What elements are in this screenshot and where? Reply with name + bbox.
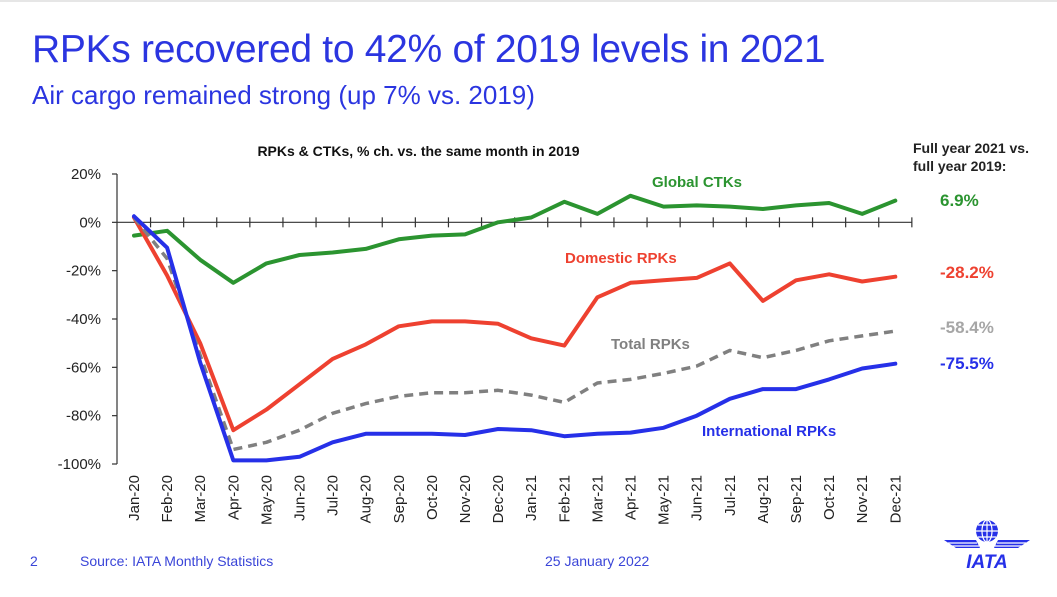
- x-tick-label: Mar-20: [192, 475, 209, 523]
- slide-subtitle: Air cargo remained strong (up 7% vs. 201…: [32, 80, 535, 110]
- x-tick-label: Oct-20: [424, 475, 441, 520]
- x-tick-label: Mar-21: [589, 475, 606, 523]
- chart-title: RPKs & CTKs, % ch. vs. the same month in…: [257, 143, 580, 159]
- x-tick-label: Nov-20: [457, 475, 474, 523]
- full-year-value-international: -75.5%: [940, 354, 994, 373]
- x-tick-label: Nov-21: [854, 475, 871, 523]
- page-number: 2: [30, 553, 38, 569]
- full-year-header-line2: full year 2019:: [913, 158, 1007, 174]
- slide-date: 25 January 2022: [545, 553, 650, 569]
- x-tick-label: Aug-20: [358, 475, 375, 523]
- y-tick-label: -20%: [66, 263, 101, 280]
- series-annotation: Domestic RPKs: [565, 250, 677, 267]
- chart-axes: 20% 0% -20% -40% -60% -80% -100% Jan-20 Feb-20 Ma…: [58, 166, 913, 525]
- x-tick-label: Feb-20: [159, 475, 176, 523]
- x-tick-label: Dec-20: [490, 475, 507, 523]
- x-tick-label: Jan-21: [523, 475, 540, 521]
- x-tick-label: May-21: [656, 475, 673, 525]
- chart-title-wrap: RPKs & CTKs, % ch. vs. the same month in…: [0, 143, 1057, 159]
- iata-logo: IATA: [942, 518, 1032, 574]
- x-tick-label: Apr-20: [225, 475, 242, 520]
- y-tick-label: 20%: [71, 166, 101, 183]
- logo-text: IATA: [966, 552, 1008, 573]
- series-annotation: International RPKs: [702, 423, 836, 440]
- x-tick-label: Jun-21: [689, 475, 706, 521]
- x-tick-label: Jul-21: [722, 475, 739, 516]
- x-tick-label: Jul-20: [325, 475, 342, 516]
- series-line-total-rpks: [132, 216, 896, 452]
- slide-title: RPKs recovered to 42% of 2019 levels in …: [32, 28, 826, 71]
- x-tick-label: Jan-20: [126, 475, 143, 521]
- x-tick-label: Oct-21: [821, 475, 838, 520]
- x-tick-label: May-20: [258, 475, 275, 525]
- source-note: Source: IATA Monthly Statistics: [80, 553, 274, 569]
- series-line-international-rpks: [132, 214, 898, 463]
- y-tick-label: -40%: [66, 311, 101, 328]
- full-year-value-ctks: 6.9%: [940, 191, 979, 210]
- full-year-header: Full year 2021 vs. full year 2019:: [913, 139, 1029, 175]
- x-tick-label: Sep-20: [391, 475, 408, 523]
- x-tick-label: Dec-21: [887, 475, 904, 523]
- full-year-value-total: -58.4%: [940, 318, 994, 337]
- chart-lines: [132, 193, 898, 463]
- x-tick-label: Feb-21: [556, 475, 573, 523]
- full-year-header-line1: Full year 2021 vs.: [913, 140, 1029, 156]
- x-tick-label: Aug-21: [755, 475, 772, 523]
- globe-wings-icon: IATA: [944, 519, 1030, 573]
- series-annotation: Global CTKs: [652, 174, 742, 191]
- series-line-global-ctks: [132, 193, 898, 285]
- series-line-domestic-rpks: [132, 215, 898, 433]
- x-tick-label: Apr-21: [623, 475, 640, 520]
- full-year-value-domestic: -28.2%: [940, 263, 994, 282]
- series-annotation: Total RPKs: [611, 336, 690, 353]
- x-tick-label: Sep-21: [788, 475, 805, 523]
- y-tick-label: -100%: [58, 456, 101, 473]
- top-divider: [0, 0, 1057, 2]
- y-tick-label: -60%: [66, 359, 101, 376]
- x-tick-label: Jun-20: [292, 475, 309, 521]
- y-tick-label: 0%: [79, 214, 101, 231]
- y-tick-label: -80%: [66, 408, 101, 425]
- chart-labels: Global CTKs Domestic RPKs Total RPKs Intern…: [565, 174, 836, 440]
